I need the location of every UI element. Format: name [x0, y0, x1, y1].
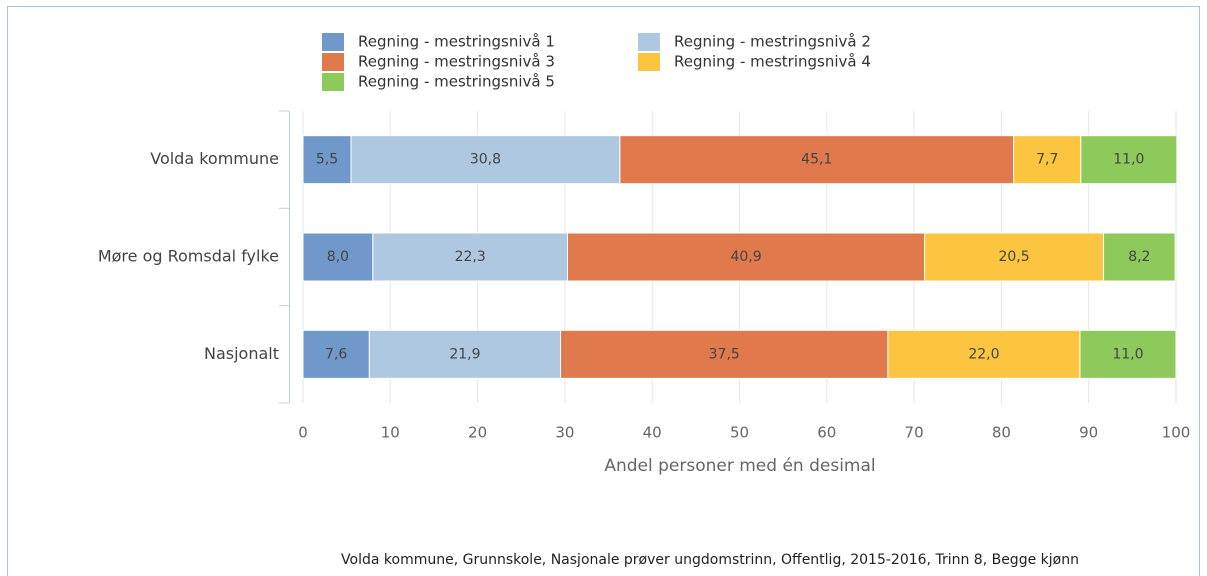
bar-segment	[619, 135, 1015, 185]
legend-swatch	[638, 53, 660, 71]
caption: Volda kommune, Grunnskole, Nasjonale prø…	[341, 552, 1079, 568]
data-label: 7,6	[325, 346, 347, 362]
legend-swatch	[322, 33, 344, 51]
data-label: 40,9	[730, 249, 761, 265]
y-tick-label: Møre og Romsdal fylke	[98, 247, 279, 266]
data-label: 22,3	[455, 249, 486, 265]
bar-segment	[560, 329, 889, 379]
legend-label: Regning - mestringsnivå 1	[358, 33, 555, 51]
x-tick-label: 70	[905, 424, 924, 442]
x-tick-label: 80	[992, 424, 1011, 442]
y-tick-label: Nasjonalt	[204, 344, 279, 363]
legend-label: Regning - mestringsnivå 4	[674, 53, 871, 71]
x-tick-label: 10	[381, 424, 400, 442]
bar-segment	[1103, 232, 1176, 282]
frame	[7, 6, 1200, 576]
bar-segment	[372, 232, 569, 282]
bar-segment	[1080, 135, 1178, 185]
data-label: 8,2	[1128, 249, 1150, 265]
x-tick-label: 0	[298, 424, 308, 442]
data-label: 20,5	[998, 249, 1029, 265]
y-tick-label: Volda kommune	[150, 149, 279, 168]
bar-segment	[1079, 329, 1177, 379]
data-label: 45,1	[801, 152, 832, 168]
x-tick-label: 50	[730, 424, 749, 442]
legend-swatch	[638, 33, 660, 51]
x-tick-label: 90	[1079, 424, 1098, 442]
bar-segment	[302, 329, 370, 379]
legend-label: Regning - mestringsnivå 3	[358, 53, 555, 71]
data-label: 8,0	[327, 249, 349, 265]
bar-segment	[302, 135, 352, 185]
x-tick-label: 100	[1162, 424, 1191, 442]
data-label: 11,0	[1113, 152, 1144, 168]
data-label: 11,0	[1112, 346, 1143, 362]
bar-segment	[924, 232, 1105, 282]
x-tick-label: 30	[555, 424, 574, 442]
data-label: 21,9	[449, 346, 480, 362]
legend-label: Regning - mestringsnivå 5	[358, 73, 555, 91]
data-label: 22,0	[968, 346, 999, 362]
bar-segment	[350, 135, 621, 185]
data-label: 37,5	[709, 346, 740, 362]
legend-swatch	[322, 73, 344, 91]
bar-segment	[887, 329, 1081, 379]
bar-segment	[567, 232, 926, 282]
bar-segment	[302, 232, 374, 282]
x-tick-label: 60	[817, 424, 836, 442]
data-label: 5,5	[316, 152, 338, 168]
data-label: 30,8	[470, 152, 501, 168]
legend-swatch	[322, 53, 344, 71]
x-tick-label: 40	[643, 424, 662, 442]
x-tick-label: 20	[468, 424, 487, 442]
x-axis-title: Andel personer med én desimal	[604, 456, 875, 476]
bar-segment	[368, 329, 562, 379]
legend-label: Regning - mestringsnivå 2	[674, 33, 871, 51]
data-label: 7,7	[1036, 152, 1058, 168]
